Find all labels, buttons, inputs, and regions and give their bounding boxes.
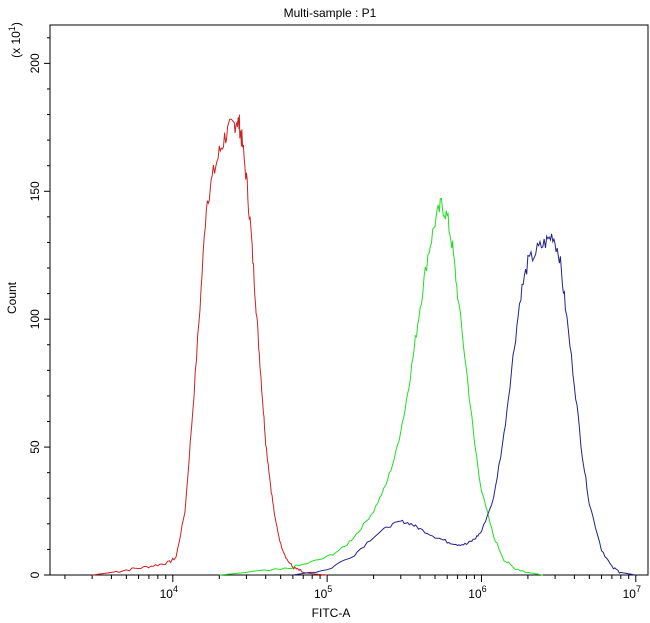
series-line-1: [92, 114, 328, 576]
y-multiplier-base: (x 10: [9, 31, 23, 58]
y-axis-ticks: 0 50 100 150 200: [28, 37, 50, 578]
y-tick-label: 100: [28, 309, 42, 329]
y-tick-label: 0: [28, 571, 42, 578]
y-multiplier-exp: 1: [7, 26, 17, 31]
y-multiplier-label: (x 101): [7, 22, 23, 58]
plot-frame: [49, 24, 649, 576]
y-tick-label: 50: [28, 440, 42, 454]
x-tick-label: 104: [160, 584, 178, 601]
x-tick-label: 105: [314, 584, 332, 601]
x-tick-label: 107: [623, 584, 641, 601]
y-axis-label: Count: [5, 281, 19, 314]
y-tick-label: 200: [28, 53, 42, 73]
svg-text:(x 101): (x 101): [7, 22, 23, 58]
x-axis-label: FITC-A: [312, 606, 351, 620]
series-line-2: [219, 197, 543, 576]
series-line-3: [292, 233, 636, 576]
x-tick-label: 106: [468, 584, 486, 601]
x-axis-ticks: 104 105 106 107: [64, 575, 641, 601]
chart-title: Multi-sample : P1: [284, 6, 377, 20]
y-multiplier-close: ): [9, 22, 23, 26]
y-tick-label: 150: [28, 181, 42, 201]
series-layer: [92, 114, 636, 576]
